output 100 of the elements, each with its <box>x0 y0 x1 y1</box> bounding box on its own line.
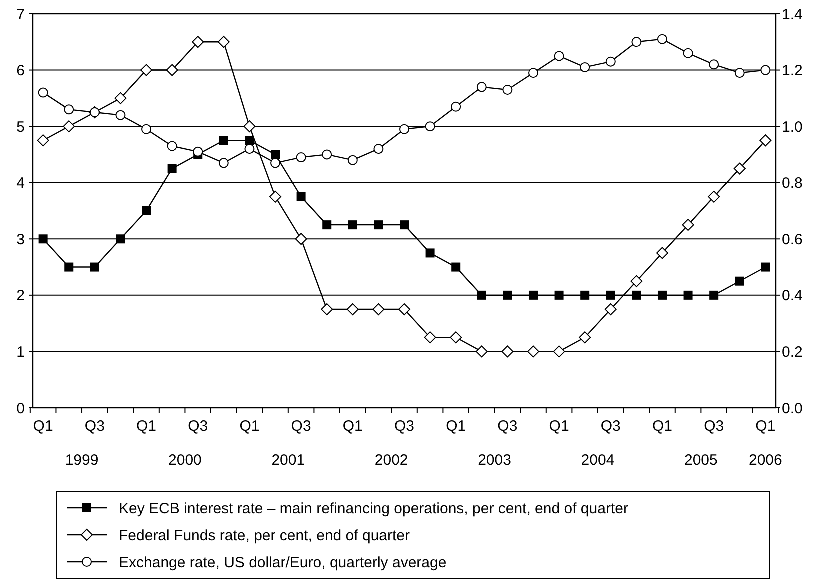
point <box>451 102 462 112</box>
point <box>218 158 229 168</box>
point <box>734 68 745 78</box>
y2-tick-label: 0.0 <box>782 400 803 418</box>
x-tick-label: Q3 <box>291 418 312 435</box>
point <box>658 290 667 300</box>
y-tick-label: 0 <box>16 400 25 418</box>
point <box>630 275 643 288</box>
text: 2001 <box>272 452 306 469</box>
point <box>424 332 436 344</box>
x-tick-label: Q1 <box>136 418 157 435</box>
point <box>245 136 254 146</box>
x-tick-label: Q1 <box>756 418 776 435</box>
point <box>632 290 642 300</box>
text: 2002 <box>374 452 408 469</box>
point <box>296 152 306 163</box>
y2-tick-label: 0.8 <box>782 175 803 192</box>
point <box>90 108 100 118</box>
point <box>528 290 538 300</box>
y-tick-label: 6 <box>16 62 25 80</box>
text: 2000 <box>168 452 202 469</box>
point <box>553 346 566 358</box>
point <box>400 124 410 134</box>
point <box>271 150 280 160</box>
point <box>116 110 126 120</box>
point <box>64 104 74 115</box>
point <box>452 262 461 272</box>
point <box>372 304 385 316</box>
y-tick-label: 2 <box>16 288 25 305</box>
point <box>528 68 538 78</box>
point <box>502 84 513 95</box>
x-tick-label: Q3 <box>498 418 518 435</box>
y2-tick-label: 1.4 <box>782 6 803 24</box>
point <box>709 60 720 70</box>
point <box>38 234 48 244</box>
y-tick-label: 1 <box>16 344 25 361</box>
point <box>166 64 178 76</box>
point <box>219 136 228 146</box>
x-tick-label: Q1 <box>240 418 260 435</box>
point <box>398 304 410 316</box>
x-tick-label: Q1 <box>652 418 672 435</box>
point <box>90 262 100 272</box>
point <box>710 290 719 300</box>
point <box>64 262 74 272</box>
point <box>37 134 50 147</box>
x-tick-label: Q3 <box>188 418 208 435</box>
point <box>295 233 308 246</box>
text: 2003 <box>478 452 512 469</box>
point <box>114 92 127 104</box>
point <box>63 120 76 133</box>
point <box>142 124 152 134</box>
point <box>400 220 409 230</box>
point <box>476 82 487 92</box>
y2-tick-label: 1.2 <box>782 62 803 80</box>
legend-label: Federal Funds rate, per cent, end of quarter <box>119 527 410 544</box>
point <box>580 62 590 72</box>
y-tick-label: 3 <box>16 231 25 248</box>
point <box>321 304 334 316</box>
point <box>554 290 564 300</box>
point <box>192 36 204 48</box>
x-tick-label: Q1 <box>446 418 466 435</box>
point <box>632 37 642 48</box>
text: 2005 <box>684 452 718 469</box>
point <box>322 150 332 160</box>
point <box>116 234 126 244</box>
point <box>604 304 617 316</box>
y-tick-label: 7 <box>16 6 25 24</box>
point <box>270 158 281 168</box>
point <box>682 219 694 232</box>
point <box>735 276 744 286</box>
point <box>296 192 306 202</box>
point <box>374 144 384 154</box>
point <box>606 290 616 300</box>
point <box>502 346 514 358</box>
point <box>218 36 230 48</box>
text: 2004 <box>581 452 615 469</box>
point <box>193 146 204 157</box>
point <box>580 290 590 300</box>
x-tick-label: Q3 <box>600 418 621 435</box>
point <box>168 164 177 174</box>
point <box>656 247 668 260</box>
y2-tick-label: 0.6 <box>782 231 803 248</box>
x-tick-label: Q3 <box>394 418 415 435</box>
text: 2006 <box>748 452 782 469</box>
point <box>503 290 512 300</box>
point <box>683 48 694 58</box>
point <box>244 120 256 133</box>
point <box>657 34 668 44</box>
point <box>450 332 462 344</box>
y-tick-label: 5 <box>16 118 25 136</box>
point <box>527 346 540 358</box>
point <box>348 220 358 230</box>
y-tick-label: 4 <box>16 175 25 192</box>
y2-tick-label: 0.4 <box>782 288 803 305</box>
point <box>374 220 384 230</box>
x-tick-label: Q1 <box>342 418 363 435</box>
point <box>270 190 282 203</box>
point <box>554 51 564 62</box>
point <box>708 190 720 203</box>
point <box>167 141 178 152</box>
